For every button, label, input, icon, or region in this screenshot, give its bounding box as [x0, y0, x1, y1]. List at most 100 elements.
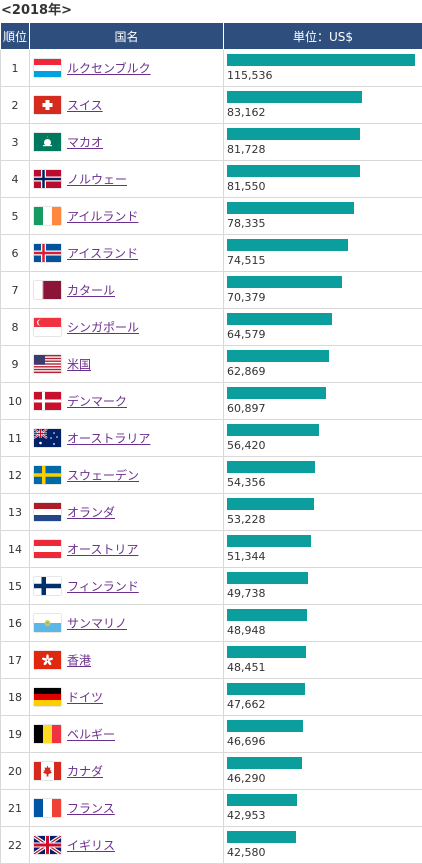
gdp-bar [227, 720, 303, 732]
country-cell: スイス [30, 87, 224, 124]
value-cell: 74,515 [224, 235, 422, 272]
value-cell: 47,662 [224, 679, 422, 716]
country-link[interactable]: イギリス [67, 839, 115, 853]
country-cell: カナダ [30, 753, 224, 790]
gdp-bar [227, 276, 342, 288]
country-cell: ベルギー [30, 716, 224, 753]
value-cell: 81,728 [224, 124, 422, 161]
value-cell: 64,579 [224, 309, 422, 346]
gdp-value-label: 48,948 [227, 623, 422, 638]
country-link[interactable]: ノルウェー [67, 173, 127, 187]
gdp-value-label: 54,356 [227, 475, 422, 490]
value-cell: 49,738 [224, 568, 422, 605]
rank-cell: 22 [1, 827, 30, 864]
country-link[interactable]: アイルランド [67, 210, 138, 224]
country-link[interactable]: カナダ [67, 765, 103, 779]
country-cell: アイルランド [30, 198, 224, 235]
rank-cell: 15 [1, 568, 30, 605]
gdp-bar [227, 387, 326, 399]
denmark-flag-icon [34, 392, 61, 410]
country-cell: デンマーク [30, 383, 224, 420]
gdp-value-label: 48,451 [227, 660, 422, 675]
country-cell: フィンランド [30, 568, 224, 605]
rank-cell: 13 [1, 494, 30, 531]
table-row: 19 ベルギー 46,696 [1, 716, 422, 753]
country-link[interactable]: ドイツ [67, 691, 103, 705]
gdp-bar [227, 831, 296, 843]
gdp-value-label: 46,696 [227, 734, 422, 749]
rank-cell: 19 [1, 716, 30, 753]
country-link[interactable]: スウェーデン [67, 469, 139, 483]
country-link[interactable]: ルクセンブルク [67, 62, 151, 76]
country-cell: アイスランド [30, 235, 224, 272]
hong-kong-flag-icon [34, 651, 61, 669]
sweden-flag-icon [34, 466, 61, 484]
table-row: 14 オーストリア 51,344 [1, 531, 422, 568]
country-link[interactable]: マカオ [67, 136, 103, 150]
gdp-bar [227, 535, 311, 547]
gdp-value-label: 60,897 [227, 401, 422, 416]
gdp-value-label: 78,335 [227, 216, 422, 231]
rank-cell: 6 [1, 235, 30, 272]
gdp-value-label: 56,420 [227, 438, 422, 453]
country-link[interactable]: フィンランド [67, 580, 139, 594]
value-cell: 46,290 [224, 753, 422, 790]
value-cell: 62,869 [224, 346, 422, 383]
country-link[interactable]: 香港 [67, 654, 91, 668]
country-cell: シンガポール [30, 309, 224, 346]
gdp-value-label: 46,290 [227, 771, 422, 786]
country-link[interactable]: オーストラリア [67, 432, 150, 446]
macau-flag-icon [34, 133, 61, 151]
country-cell: サンマリノ [30, 605, 224, 642]
country-link[interactable]: サンマリノ [67, 617, 127, 631]
rank-cell: 21 [1, 790, 30, 827]
austria-flag-icon [34, 540, 61, 558]
country-link[interactable]: アイスランド [67, 247, 138, 261]
usa-flag-icon [34, 355, 61, 373]
table-row: 13 オランダ 53,228 [1, 494, 422, 531]
value-cell: 70,379 [224, 272, 422, 309]
gdp-value-label: 53,228 [227, 512, 422, 527]
country-link[interactable]: 米国 [67, 358, 91, 372]
value-cell: 115,536 [224, 50, 422, 87]
gdp-value-label: 51,344 [227, 549, 422, 564]
country-link[interactable]: カタール [67, 284, 115, 298]
singapore-flag-icon [34, 318, 61, 336]
gdp-bar [227, 461, 315, 473]
value-cell: 54,356 [224, 457, 422, 494]
country-link[interactable]: ベルギー [67, 728, 115, 742]
country-link[interactable]: シンガポール [67, 321, 139, 335]
norway-flag-icon [34, 170, 61, 188]
gdp-bar [227, 757, 302, 769]
gdp-value-label: 62,869 [227, 364, 422, 379]
rank-cell: 11 [1, 420, 30, 457]
country-link[interactable]: スイス [67, 99, 103, 113]
gdp-value-label: 42,580 [227, 845, 422, 860]
rank-cell: 3 [1, 124, 30, 161]
belgium-flag-icon [34, 725, 61, 743]
country-link[interactable]: デンマーク [67, 395, 127, 409]
country-cell: マカオ [30, 124, 224, 161]
value-cell: 42,580 [224, 827, 422, 864]
table-row: 3 マカオ 81,728 [1, 124, 422, 161]
value-cell: 78,335 [224, 198, 422, 235]
country-link[interactable]: フランス [67, 802, 115, 816]
rank-cell: 14 [1, 531, 30, 568]
netherlands-flag-icon [34, 503, 61, 521]
value-cell: 81,550 [224, 161, 422, 198]
gdp-bar [227, 128, 360, 140]
country-cell: スウェーデン [30, 457, 224, 494]
value-column-header: 単位：US$ [224, 23, 422, 50]
country-link[interactable]: オーストリア [67, 543, 138, 557]
value-cell: 53,228 [224, 494, 422, 531]
gdp-bar [227, 794, 297, 806]
rank-cell: 2 [1, 87, 30, 124]
france-flag-icon [34, 799, 61, 817]
rank-cell: 17 [1, 642, 30, 679]
rank-cell: 4 [1, 161, 30, 198]
country-link[interactable]: オランダ [67, 506, 115, 520]
switzerland-flag-icon [34, 96, 61, 114]
